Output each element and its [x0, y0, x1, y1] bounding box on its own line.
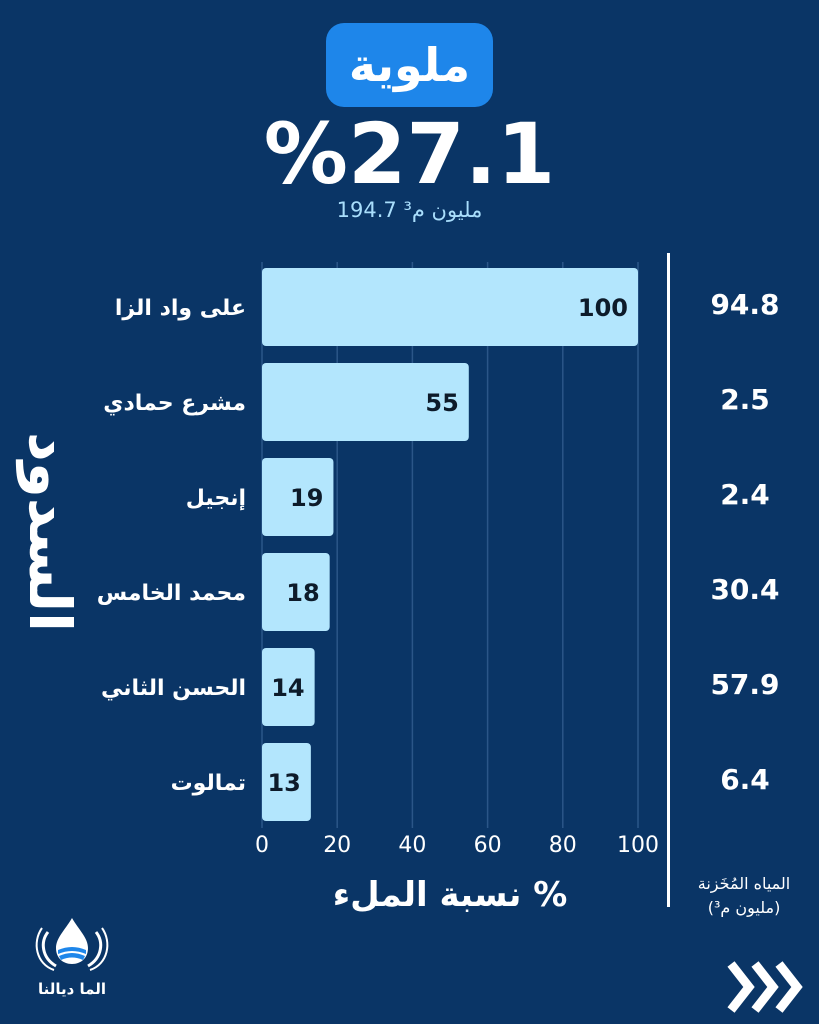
x-tick-label: 60	[474, 833, 502, 858]
bar-value-label: 14	[271, 674, 304, 702]
x-tick-label: 20	[323, 833, 351, 858]
x-tick-label: 0	[255, 833, 269, 858]
bar	[262, 268, 638, 346]
category-label: الحسن الثاني	[101, 676, 246, 701]
storage-value: 94.8	[710, 288, 780, 321]
bar-value-label: 55	[425, 389, 458, 417]
next-page-icon[interactable]	[727, 958, 805, 1016]
x-tick-label: 80	[549, 833, 577, 858]
storage-caption-line2: (مليون م³)	[707, 898, 781, 917]
brand-name: الما ديالنا	[37, 980, 107, 998]
bar	[262, 458, 334, 536]
bar-value-label: 18	[286, 579, 319, 607]
water-drop-hands-icon	[35, 918, 109, 971]
basin-title: ملوية	[348, 38, 471, 92]
bar-value-label: 19	[290, 484, 323, 512]
x-axis-title: نسبة الملء %	[332, 875, 568, 915]
bar-value-label: 100	[578, 294, 628, 322]
storage-value: 2.4	[720, 478, 770, 511]
overall-fill-rate: %27.1	[263, 105, 556, 203]
category-label: محمد الخامس	[97, 581, 246, 606]
storage-value: 57.9	[710, 668, 780, 701]
storage-value: 2.5	[720, 383, 770, 416]
x-tick-label: 100	[617, 833, 659, 858]
x-tick-label: 40	[398, 833, 426, 858]
category-label: على واد الزا	[115, 296, 246, 321]
bar	[262, 553, 330, 631]
category-label: إنجيل	[186, 486, 246, 511]
brand-logo: الما ديالنا	[22, 912, 122, 1012]
storage-caption: المياه المُخَزنة (مليون م³)	[672, 872, 816, 920]
storage-value: 6.4	[720, 763, 770, 796]
bar	[262, 743, 311, 821]
column-divider	[667, 253, 670, 907]
category-label: تمالوت	[171, 771, 246, 796]
bar	[262, 363, 469, 441]
bar-value-label: 13	[267, 769, 300, 797]
storage-value: 30.4	[710, 573, 780, 606]
category-label: مشرع حمادي	[103, 391, 246, 416]
overall-volume: 194.7 مليون م³	[336, 198, 483, 222]
storage-caption-line1: المياه المُخَزنة	[697, 874, 791, 893]
basin-title-badge: ملوية	[326, 23, 493, 107]
bar	[262, 648, 315, 726]
